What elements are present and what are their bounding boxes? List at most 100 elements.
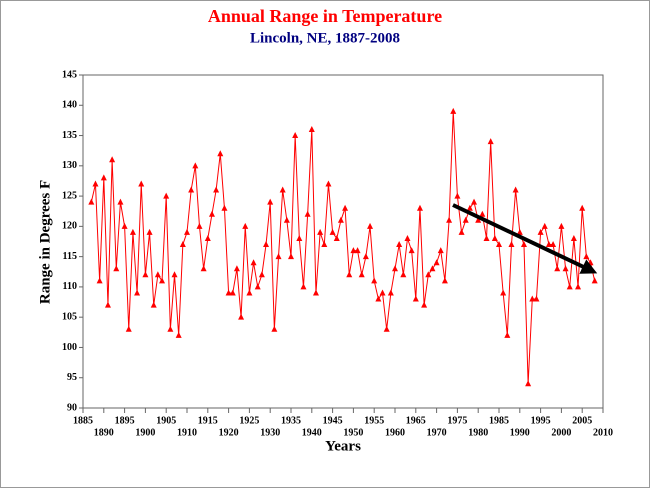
- data-point: [146, 228, 153, 235]
- data-point: [104, 301, 111, 308]
- plot-area: [82, 74, 604, 409]
- data-point: [383, 325, 390, 332]
- y-tick-label: 90: [67, 402, 77, 413]
- data-point: [188, 186, 195, 193]
- data-point: [529, 295, 536, 302]
- data-point: [550, 241, 557, 248]
- data-point: [267, 198, 274, 205]
- data-point: [416, 204, 423, 211]
- data-point: [96, 277, 103, 284]
- data-point: [504, 331, 511, 338]
- data-point: [271, 325, 278, 332]
- x-tick-label: 1975: [447, 415, 467, 426]
- data-point: [109, 156, 116, 163]
- data-point: [263, 241, 270, 248]
- chart-title: Annual Range in Temperature: [208, 6, 442, 26]
- data-point: [308, 125, 315, 132]
- x-tick-label: 1890: [94, 427, 114, 438]
- x-tick-label: 1935: [281, 415, 301, 426]
- x-tick-label: 1900: [135, 427, 155, 438]
- data-point: [125, 325, 132, 332]
- data-point: [545, 241, 552, 248]
- data-point: [217, 150, 224, 157]
- data-point: [88, 198, 95, 205]
- data-point: [396, 241, 403, 248]
- data-point: [296, 234, 303, 241]
- chart-subtitle: Lincoln, NE, 1887-2008: [250, 30, 400, 46]
- x-tick-label: 1885: [73, 415, 93, 426]
- x-tick-label: 1930: [260, 427, 280, 438]
- data-point: [208, 210, 215, 217]
- data-point: [242, 222, 249, 229]
- data-point: [167, 325, 174, 332]
- x-tick-label: 1990: [510, 427, 530, 438]
- y-tick-label: 110: [63, 281, 77, 292]
- data-point: [283, 216, 290, 223]
- data-point: [300, 283, 307, 290]
- data-point: [171, 271, 178, 278]
- data-point: [200, 265, 207, 272]
- y-tick-label: 140: [62, 100, 77, 111]
- data-point: [562, 265, 569, 272]
- x-tick-label: 2010: [593, 427, 613, 438]
- data-point: [358, 271, 365, 278]
- data-point: [475, 216, 482, 223]
- data-point: [471, 198, 478, 205]
- data-point: [288, 253, 294, 260]
- x-tick-label: 1985: [489, 415, 509, 426]
- data-point: [129, 228, 136, 235]
- data-point: [525, 380, 532, 387]
- x-tick-label: 1920: [219, 427, 239, 438]
- data-point: [304, 210, 311, 217]
- data-point: [446, 216, 453, 223]
- data-point: [466, 204, 473, 211]
- y-tick-label: 145: [62, 69, 77, 80]
- x-tick-label: 1965: [406, 415, 426, 426]
- data-point: [500, 289, 507, 296]
- x-tick-label: 1910: [177, 427, 197, 438]
- data-point: [575, 283, 582, 290]
- data-point: [312, 289, 319, 296]
- data-point: [321, 241, 328, 248]
- x-tick-label: 1940: [302, 427, 322, 438]
- data-point: [354, 247, 361, 254]
- data-point: [325, 180, 332, 187]
- data-point: [512, 186, 519, 193]
- data-point: [483, 234, 490, 241]
- data-point: [138, 180, 145, 187]
- data-point: [100, 174, 107, 181]
- data-point: [196, 222, 203, 229]
- data-point: [246, 289, 253, 296]
- x-axis-label: Years: [325, 438, 361, 454]
- data-point: [570, 234, 577, 241]
- x-tick-label: 2000: [551, 427, 571, 438]
- data-point: [433, 259, 440, 266]
- data-point: [113, 265, 120, 272]
- data-point: [279, 186, 286, 193]
- data-point: [159, 277, 166, 284]
- data-point: [154, 271, 161, 278]
- data-point: [292, 132, 299, 139]
- data-point: [350, 247, 357, 254]
- x-tick-label: 1980: [468, 427, 488, 438]
- y-tick-label: 135: [62, 130, 77, 141]
- data-point: [591, 277, 598, 284]
- x-tick-label: 1995: [531, 415, 551, 426]
- data-point: [579, 204, 586, 211]
- data-point: [213, 186, 220, 193]
- x-tick-label: 1905: [156, 415, 176, 426]
- data-point: [379, 289, 386, 296]
- data-point: [387, 289, 394, 296]
- data-point: [400, 271, 407, 278]
- data-point: [566, 283, 573, 290]
- data-point: [150, 301, 157, 308]
- data-point: [134, 289, 141, 296]
- data-point: [233, 265, 240, 272]
- data-point: [92, 180, 99, 187]
- data-point: [179, 241, 186, 248]
- data-point: [342, 204, 349, 211]
- data-point: [329, 228, 336, 235]
- data-point: [229, 289, 236, 296]
- data-point: [184, 228, 190, 235]
